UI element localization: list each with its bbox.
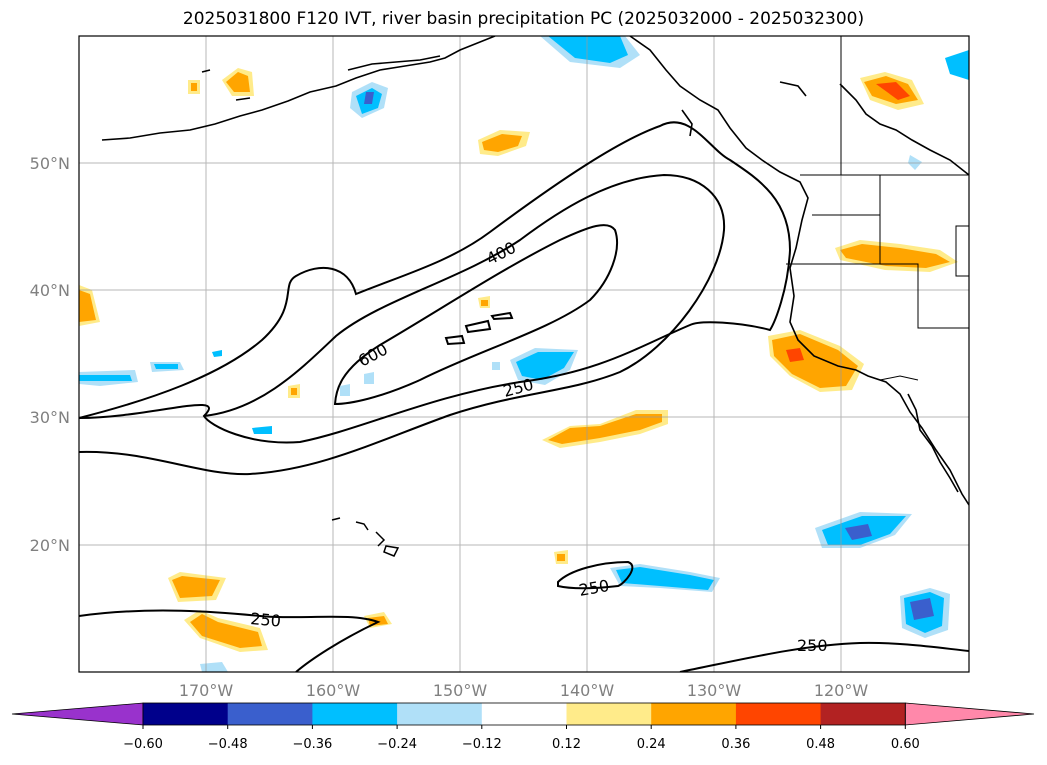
colorbar: −0.60 −0.48 −0.36 −0.24 −0.12 0.12 0.24 0.36 0.4… (11, 702, 1035, 752)
contour-island-3 (490, 311, 514, 321)
lat-label: 30°N (30, 408, 70, 427)
lon-label: 130°W (687, 681, 742, 700)
lat-label: 50°N (30, 154, 70, 173)
contour-250-se (679, 641, 969, 672)
contour-label-250-se: 250 (797, 636, 828, 655)
contour-250-main (79, 121, 792, 444)
contour-250-sw (79, 609, 381, 672)
lon-labels: 170°W 160°W 150°W 140°W 130°W 120°W (179, 681, 869, 700)
colorbar-segment (143, 703, 229, 725)
lon-label: 170°W (179, 681, 234, 700)
coastlines (101, 36, 969, 506)
lat-label: 20°N (30, 536, 70, 555)
ivt-contours (79, 121, 969, 672)
gridlines (79, 36, 969, 672)
colorbar-tick-label: −0.60 (123, 737, 163, 752)
colorbar-segment (312, 703, 398, 725)
map-title: 2025031800 F120 IVT, river basin precipi… (182, 9, 865, 29)
lon-label: 150°W (433, 681, 488, 700)
contour-600 (333, 224, 619, 406)
colorbar-segment (651, 703, 737, 725)
map-panel: 400 600 250 250 250 250 (79, 36, 969, 672)
precip-shading (79, 36, 969, 672)
contour-250-mid (557, 560, 634, 590)
colorbar-tick-label: 0.12 (552, 737, 581, 752)
lon-label: 140°W (560, 681, 615, 700)
islands (201, 69, 400, 557)
colorbar-frame (142, 702, 906, 726)
colorbar-tick-label: −0.12 (462, 737, 502, 752)
map-frame (78, 35, 970, 673)
colorbar-segment (820, 703, 906, 725)
colorbar-segment (227, 703, 313, 725)
colorbar-tick-label: 0.24 (637, 737, 666, 752)
contour-label-250-sw: 250 (250, 609, 282, 631)
colorbar-tick-label: 0.60 (891, 737, 920, 752)
lon-label: 160°W (306, 681, 361, 700)
colorbar-tick-label: −0.36 (292, 737, 332, 752)
contour-island-1 (444, 334, 466, 346)
colorbar-segment (481, 703, 567, 725)
state-borders (786, 36, 969, 381)
lat-label: 40°N (30, 281, 70, 300)
contour-250-south (79, 173, 726, 476)
lon-label: 120°W (814, 681, 869, 700)
colorbar-extension-low (11, 702, 144, 726)
contour-island-2 (464, 319, 492, 334)
colorbar-tick-label: 0.36 (721, 737, 750, 752)
colorbar-extension-high (904, 702, 1035, 726)
colorbar-segment (735, 703, 822, 725)
colorbar-tick-label: −0.24 (377, 737, 417, 752)
lat-labels: 50°N 40°N 30°N 20°N (30, 154, 70, 555)
colorbar-tick-label: 0.48 (806, 737, 835, 752)
colorbar-tick-label: −0.48 (208, 737, 248, 752)
colorbar-segment (397, 703, 483, 725)
colorbar-segment (566, 703, 652, 725)
